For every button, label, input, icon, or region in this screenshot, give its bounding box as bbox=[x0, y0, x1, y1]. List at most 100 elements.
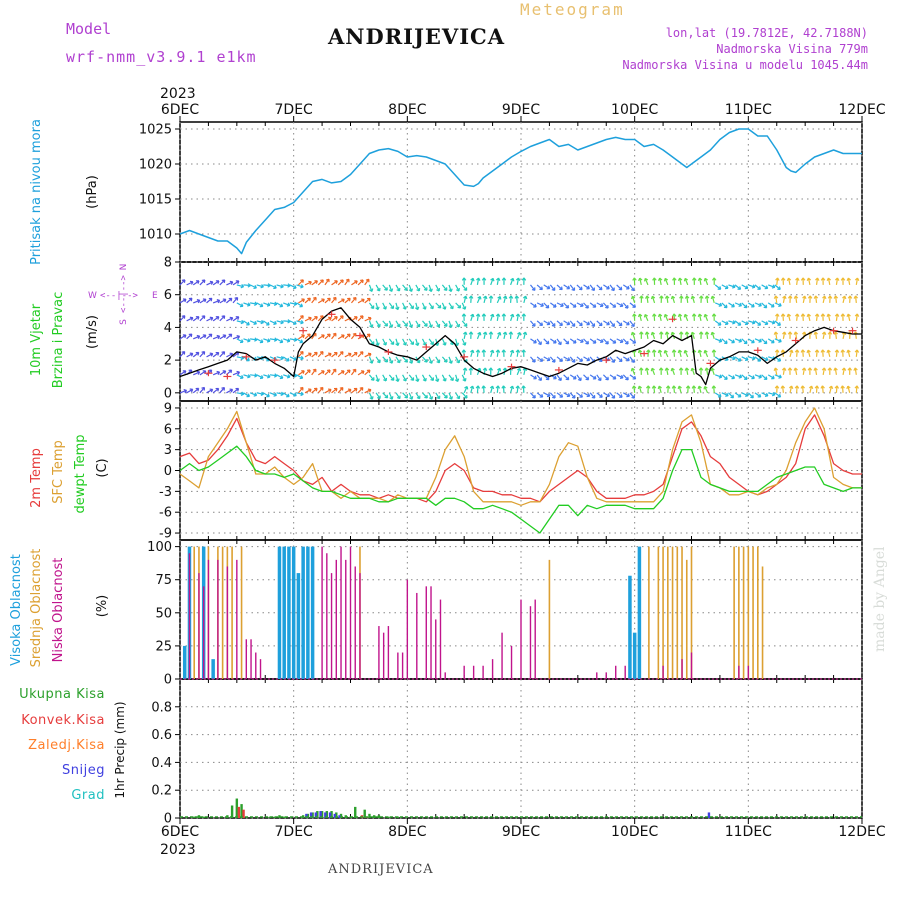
wind-arrowhead bbox=[375, 343, 379, 347]
wind-arrow bbox=[179, 370, 187, 376]
wind-arrow bbox=[236, 392, 244, 395]
wind-arrow bbox=[256, 374, 264, 379]
wind-arrow bbox=[476, 385, 479, 393]
wind-arrowhead bbox=[210, 317, 214, 321]
wind-arrow bbox=[199, 279, 206, 286]
wind-arrowhead bbox=[807, 349, 811, 353]
wind-arrow bbox=[482, 385, 485, 393]
wind-arrowhead bbox=[409, 361, 413, 364]
wind-arrowhead bbox=[328, 369, 331, 374]
wind-arrow bbox=[226, 281, 234, 286]
wind-arrow bbox=[847, 349, 851, 357]
wind-arrowhead bbox=[490, 367, 494, 371]
wind-arrow bbox=[408, 392, 413, 400]
wind-arrow bbox=[331, 387, 338, 394]
wind-arrow bbox=[226, 353, 233, 358]
wind-arrow bbox=[448, 392, 453, 400]
wind-arrowhead bbox=[503, 385, 506, 389]
wind-arrow bbox=[219, 315, 226, 322]
wind-arrow bbox=[192, 387, 200, 394]
wind-arrowhead bbox=[782, 385, 786, 389]
wind-arrow bbox=[331, 352, 338, 358]
wind-arrowhead bbox=[430, 307, 434, 310]
wind-arrowhead bbox=[362, 370, 365, 375]
wind-arrowhead bbox=[585, 342, 589, 345]
wind-arrow bbox=[589, 320, 595, 327]
wind-arrowhead bbox=[395, 343, 399, 347]
cloud-bar-low bbox=[491, 659, 494, 679]
wind-arrowhead bbox=[673, 385, 677, 389]
wind-arrowhead bbox=[605, 306, 609, 309]
xtick-label-top: 11DEC bbox=[725, 102, 772, 118]
wind-arrow bbox=[754, 284, 761, 290]
wind-arrowhead bbox=[597, 379, 602, 382]
wind-arrowhead bbox=[463, 289, 467, 291]
wind-arrowhead bbox=[571, 396, 576, 399]
wind-arrowhead bbox=[847, 385, 851, 389]
wind-arrowhead bbox=[524, 331, 528, 336]
wind-arrow bbox=[212, 352, 220, 358]
wind-arrowhead bbox=[455, 289, 460, 292]
wind-arrow bbox=[616, 374, 624, 379]
wind-arrowhead bbox=[442, 343, 446, 346]
wind-arrow bbox=[684, 278, 689, 286]
wind-arrow bbox=[289, 284, 297, 289]
wind-arrow bbox=[754, 356, 761, 362]
temp-axis-title-dewpt: dewpt Temp bbox=[73, 434, 88, 513]
wind-arrow bbox=[337, 334, 345, 340]
wind-arrow bbox=[232, 371, 240, 376]
wind-arrowhead bbox=[706, 331, 710, 335]
wind-arrowhead bbox=[758, 305, 762, 307]
wind-arrow bbox=[236, 320, 244, 324]
wind-arrow bbox=[269, 302, 277, 305]
wind-arrowhead bbox=[718, 340, 722, 343]
wind-arrow bbox=[510, 385, 514, 393]
wind-arrowhead bbox=[691, 367, 695, 371]
wind-arrowhead bbox=[315, 388, 318, 392]
wind-arrow bbox=[490, 385, 494, 393]
wind-arrowhead bbox=[516, 295, 520, 299]
wind-arrow bbox=[324, 297, 331, 304]
wind-arrowhead bbox=[389, 361, 393, 364]
wind-arrowhead bbox=[815, 331, 819, 335]
wind-arrow bbox=[298, 370, 305, 376]
wind-arrowhead bbox=[456, 325, 460, 328]
wind-arrow bbox=[463, 367, 467, 375]
wind-arrowhead bbox=[630, 289, 635, 292]
cloud-bar-low bbox=[321, 546, 323, 679]
wind-arrowhead bbox=[260, 322, 264, 325]
wind-arrow bbox=[283, 338, 291, 342]
wind-arrow bbox=[206, 353, 213, 358]
wind-arrowhead bbox=[492, 349, 495, 354]
wind-arrowhead bbox=[470, 331, 474, 335]
wind-arrowhead bbox=[462, 307, 466, 310]
wind-arrow bbox=[748, 302, 755, 308]
wind-arrowhead bbox=[230, 389, 234, 393]
wind-arrowhead bbox=[673, 349, 677, 353]
wind-arrow bbox=[297, 279, 304, 286]
wind-arrow bbox=[789, 385, 793, 393]
wind-arrow bbox=[842, 295, 846, 304]
wind-arrow bbox=[496, 349, 499, 357]
wind-arrowhead bbox=[510, 295, 514, 299]
wind-arrowhead bbox=[699, 313, 703, 317]
wind-arrow bbox=[311, 297, 317, 304]
wind-arrowhead bbox=[631, 396, 635, 399]
wind-arrowhead bbox=[184, 298, 187, 303]
wind-arrowhead bbox=[329, 317, 332, 321]
cloud-unit: (%) bbox=[95, 595, 110, 618]
wind-arrow bbox=[269, 356, 277, 361]
pressure-ytick-label: 1020 bbox=[139, 158, 172, 173]
wind-arrow bbox=[243, 320, 250, 326]
cloud-bar-high bbox=[632, 632, 637, 679]
wind-arrowhead bbox=[640, 367, 644, 371]
precip-bar-ukupnakisa bbox=[387, 816, 390, 818]
wind-ytick-label: 8 bbox=[164, 256, 172, 271]
wind-arrow bbox=[782, 367, 786, 375]
wind-arrow bbox=[364, 353, 372, 358]
cloud-bar-low bbox=[662, 665, 664, 679]
wind-arrow bbox=[441, 284, 448, 291]
wind-arrow bbox=[470, 349, 474, 358]
wind-arrowhead bbox=[448, 397, 453, 400]
station-title: ANDRIJEVICA bbox=[328, 24, 506, 49]
